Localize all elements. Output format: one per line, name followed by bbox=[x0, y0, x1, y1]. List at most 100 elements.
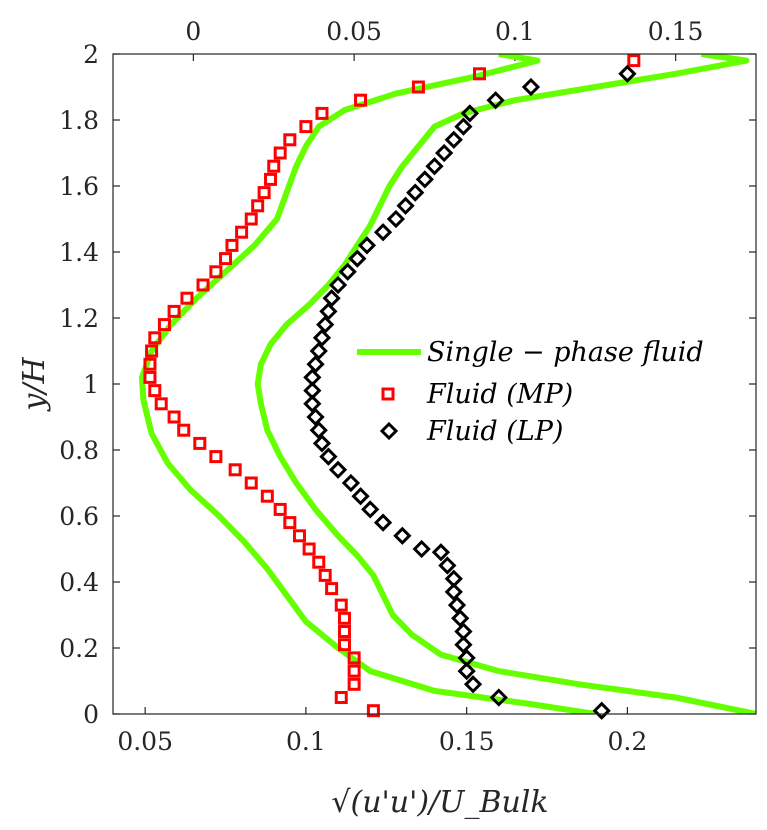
mp-point bbox=[292, 529, 306, 543]
mp-point bbox=[180, 291, 194, 305]
y-tick-label: 0 bbox=[83, 700, 99, 729]
mp-point bbox=[260, 489, 274, 503]
legend-mp-marker bbox=[381, 387, 395, 401]
mp-point bbox=[337, 638, 351, 652]
mp-point bbox=[325, 582, 339, 596]
lp-point bbox=[316, 315, 335, 334]
mp-point bbox=[143, 357, 157, 371]
lp-point bbox=[521, 77, 541, 97]
lp-point bbox=[309, 421, 328, 440]
legend-mp-label: Fluid (MP) bbox=[426, 379, 573, 410]
lp-point bbox=[451, 609, 470, 628]
series-line-0 bbox=[138, 54, 596, 714]
lp-point bbox=[396, 196, 415, 215]
top-tick-label: 0.1 bbox=[495, 17, 535, 46]
lp-point bbox=[447, 595, 467, 615]
lp-point bbox=[328, 275, 348, 295]
top-tick-label: 0.15 bbox=[648, 17, 704, 46]
lp-point bbox=[361, 500, 380, 519]
lp-point bbox=[357, 236, 377, 255]
lp-point bbox=[457, 648, 476, 668]
mp-point bbox=[225, 238, 239, 252]
mp-point bbox=[312, 555, 326, 569]
lp-point bbox=[348, 249, 367, 268]
y-tick-label: 2 bbox=[83, 40, 99, 69]
mp-point bbox=[209, 450, 223, 464]
y-tick-label: 1.8 bbox=[59, 106, 99, 135]
mp-point bbox=[235, 225, 249, 239]
legend-lp-marker bbox=[379, 421, 399, 441]
lp-point bbox=[306, 355, 325, 374]
y-tick-label: 1.6 bbox=[59, 172, 99, 201]
lp-point bbox=[386, 209, 406, 229]
lp-point bbox=[406, 183, 425, 202]
lp-point bbox=[309, 341, 328, 361]
mp-point bbox=[334, 598, 348, 612]
mp-point bbox=[219, 252, 233, 266]
lp-point bbox=[393, 526, 412, 545]
y-tick-label: 0.2 bbox=[59, 634, 99, 663]
lp-point bbox=[412, 539, 431, 559]
lp-point bbox=[303, 394, 322, 413]
mp-point bbox=[302, 542, 316, 556]
lp-point bbox=[486, 91, 505, 110]
lp-point bbox=[438, 556, 457, 575]
lp-point bbox=[457, 661, 476, 681]
mp-point bbox=[154, 397, 168, 411]
lp-point bbox=[463, 675, 483, 694]
mp-point bbox=[299, 120, 313, 134]
lp-point bbox=[303, 368, 322, 387]
lp-point bbox=[618, 64, 637, 83]
mp-point bbox=[196, 278, 210, 292]
mp-point bbox=[145, 344, 159, 358]
lp-point bbox=[454, 635, 473, 654]
bottom-tick-label: 0.05 bbox=[117, 727, 173, 756]
y-tick-label: 0.4 bbox=[59, 568, 99, 597]
mp-point bbox=[244, 212, 258, 226]
lp-point bbox=[312, 328, 332, 347]
lp-point bbox=[303, 381, 322, 400]
mp-point bbox=[318, 568, 332, 582]
mp-point bbox=[167, 410, 181, 424]
top-tick-label: 0 bbox=[185, 17, 201, 46]
mp-point bbox=[257, 186, 271, 200]
mp-point bbox=[473, 67, 487, 81]
mp-point bbox=[366, 704, 380, 718]
mp-point bbox=[337, 625, 351, 638]
mp-point bbox=[273, 502, 287, 516]
series-line-1 bbox=[254, 54, 756, 714]
mp-point bbox=[411, 80, 425, 94]
y-tick-label: 1.4 bbox=[59, 238, 99, 267]
lp-point bbox=[454, 622, 473, 641]
y-tick-label: 1.2 bbox=[59, 304, 99, 333]
mp-point bbox=[347, 651, 361, 665]
mp-point bbox=[167, 304, 181, 318]
mp-point bbox=[228, 463, 242, 477]
mp-point bbox=[283, 133, 297, 147]
x-axis-label: √(u'u')/U_Bulk bbox=[331, 785, 548, 820]
mp-point bbox=[337, 611, 351, 625]
mp-point bbox=[354, 93, 368, 107]
lp-point bbox=[328, 460, 348, 479]
bottom-tick-label: 0.2 bbox=[608, 727, 648, 756]
mp-point bbox=[264, 172, 278, 186]
lp-point bbox=[319, 447, 338, 466]
lp-point bbox=[415, 170, 434, 189]
lp-point bbox=[312, 434, 332, 453]
plot-area bbox=[113, 54, 756, 714]
mp-point bbox=[157, 318, 171, 332]
mp-point bbox=[627, 54, 641, 68]
y-axis-label: y/H bbox=[17, 357, 52, 413]
mp-point bbox=[347, 664, 361, 678]
lp-point bbox=[431, 543, 451, 562]
lp-point bbox=[322, 289, 341, 308]
mp-point bbox=[315, 106, 329, 120]
lp-point bbox=[319, 302, 338, 321]
mp-point bbox=[177, 423, 191, 437]
lp-point bbox=[373, 513, 393, 532]
lp-point bbox=[444, 582, 463, 602]
mp-point bbox=[148, 384, 162, 398]
lp-point bbox=[306, 407, 325, 427]
lp-point bbox=[460, 104, 479, 123]
mp-point bbox=[283, 516, 297, 530]
